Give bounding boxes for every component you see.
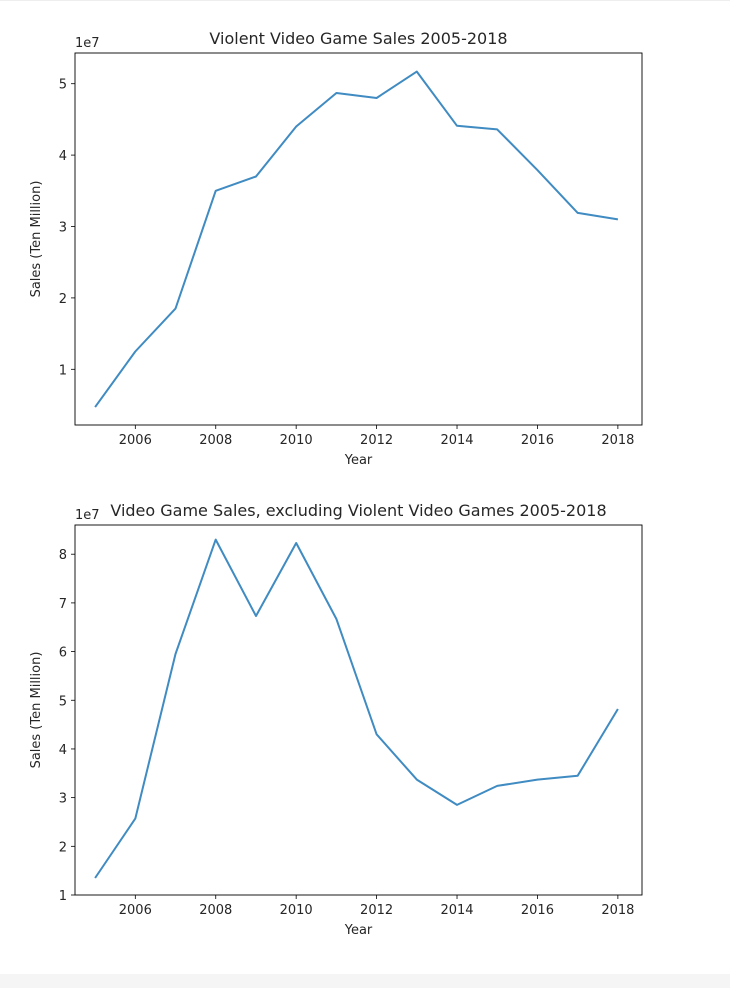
x-tick-label: 2018 <box>601 433 634 448</box>
y-axis-label: Sales (Ten Million) <box>29 181 44 298</box>
x-axis-label: Year <box>344 923 373 938</box>
y-tick-label: 2 <box>59 292 67 307</box>
y-tick-label: 5 <box>59 78 67 93</box>
x-tick-label: 2014 <box>440 903 473 918</box>
x-tick-label: 2008 <box>199 903 232 918</box>
x-tick-label: 2008 <box>199 433 232 448</box>
y-tick-label: 1 <box>59 363 67 378</box>
x-tick-label: 2012 <box>360 433 393 448</box>
plot-frame <box>74 52 643 426</box>
y-tick-label: 6 <box>59 646 67 661</box>
bottom-scroll-area <box>0 974 730 988</box>
x-tick-label: 2010 <box>280 433 313 448</box>
x-axis-label: Year <box>344 453 373 468</box>
x-tick-label: 2016 <box>521 433 554 448</box>
x-tick-label: 2016 <box>521 903 554 918</box>
y-axis-label: Sales (Ten Million) <box>29 652 44 769</box>
y-tick-label: 8 <box>59 548 67 563</box>
y-tick-label: 3 <box>59 792 67 807</box>
violent-sales-chart: 2006 2008 2010 2012 2014 2016 2018 1 2 3 4 5 1e7 Viol… <box>29 29 643 468</box>
x-tick-label: 2006 <box>119 433 152 448</box>
y-tick-label: 2 <box>59 840 67 855</box>
x-tick-label: 2006 <box>119 903 152 918</box>
x-tick-label: 2012 <box>360 903 393 918</box>
plot-frame <box>74 524 643 896</box>
y-tick-label: 4 <box>59 743 67 758</box>
y-offset-label: 1e7 <box>75 508 100 523</box>
chart-title: Violent Video Game Sales 2005-2018 <box>209 29 507 48</box>
y-tick-label: 4 <box>59 149 67 164</box>
series-line <box>94 70 619 408</box>
y-tick-label: 5 <box>59 694 67 709</box>
top-border <box>0 0 730 1</box>
y-tick-label: 7 <box>59 597 67 612</box>
x-tick-label: 2018 <box>601 903 634 918</box>
y-offset-label: 1e7 <box>75 36 100 51</box>
chart-title: Video Game Sales, excluding Violent Vide… <box>110 501 606 520</box>
y-tick-label: 3 <box>59 221 67 236</box>
x-tick-label: 2010 <box>280 903 313 918</box>
nonviolent-sales-chart: 2006 2008 2010 2012 2014 2016 2018 1 2 3 4 5 6 7 8 1e7 V… <box>29 501 643 938</box>
series-line <box>94 538 619 879</box>
x-tick-label: 2014 <box>440 433 473 448</box>
y-tick-label: 1 <box>59 889 67 904</box>
